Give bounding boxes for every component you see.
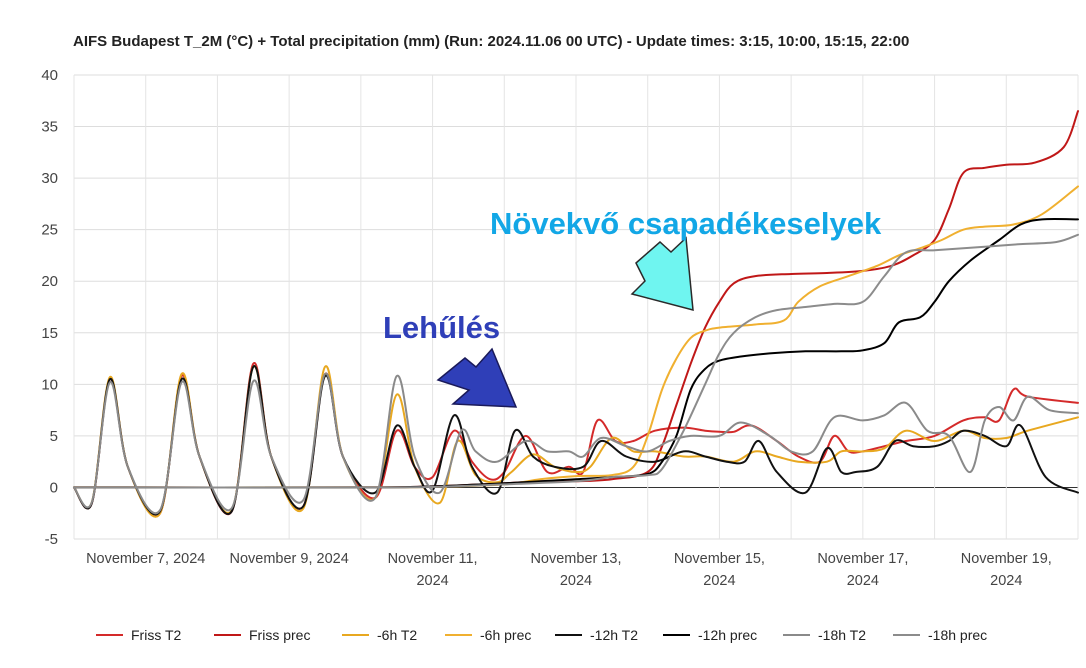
series-line-12h-t2 — [73, 365, 1079, 516]
x-tick-label: 2024 — [990, 573, 1022, 589]
legend-label-12h-prec: -12h prec — [698, 627, 757, 643]
x-tick-label: 2024 — [416, 573, 448, 589]
series-lines — [73, 110, 1079, 518]
series-line-18h-t2 — [73, 372, 1079, 515]
legend-label-friss-t2: Friss T2 — [131, 627, 182, 643]
y-tick-label: 20 — [41, 273, 58, 290]
x-tick-label: 2024 — [847, 573, 879, 589]
y-tick-label: 35 — [41, 119, 58, 136]
cooling-arrow — [436, 347, 518, 408]
y-tick-labels: -5 0 5 10 15 20 25 30 35 40 — [41, 67, 58, 548]
y-tick-label: 30 — [41, 170, 58, 187]
x-tick-label: November 9, 2024 — [229, 551, 348, 567]
x-tick-label: November 7, 2024 — [86, 551, 205, 567]
y-tick-label: 15 — [41, 325, 58, 342]
legend-label-6h-t2: -6h T2 — [377, 627, 417, 643]
x-tick-label: November 13, — [530, 551, 621, 567]
chart-title: AIFS Budapest T_2M (°C) + Total precipit… — [73, 33, 909, 50]
x-tick-label: November 19, — [961, 551, 1052, 567]
y-tick-label: 25 — [41, 222, 58, 239]
legend-label-12h-t2: -12h T2 — [590, 627, 638, 643]
x-tick-label: November 11, — [388, 551, 478, 567]
x-tick-label: November 15, — [674, 551, 765, 567]
x-tick-labels: November 7, 2024 November 9, 2024 November… — [86, 551, 1052, 589]
y-tick-label: 5 — [50, 428, 58, 445]
y-tick-label: 10 — [41, 376, 58, 393]
precip-arrow — [630, 236, 694, 311]
annotation-cooling: Lehűlés — [383, 310, 500, 345]
grid — [73, 74, 1079, 540]
legend-label-friss-prec: Friss prec — [249, 627, 310, 643]
legend: Friss T2 Friss prec -6h T2 -6h prec -12h T2 -… — [96, 627, 987, 643]
annotations: Lehűlés Növekvő csapadékeselyek — [383, 206, 882, 408]
x-tick-label: November 17, — [817, 551, 908, 567]
legend-label-18h-prec: -18h prec — [928, 627, 987, 643]
y-tick-label: 40 — [41, 67, 58, 84]
y-tick-label: 0 — [50, 479, 58, 496]
annotation-precip: Növekvő csapadékeselyek — [490, 206, 882, 241]
x-tick-label: 2024 — [560, 573, 592, 589]
legend-label-6h-prec: -6h prec — [480, 627, 531, 643]
y-tick-label: -5 — [45, 531, 58, 548]
series-line-18h-prec — [73, 233, 1079, 489]
series-line-12h-prec — [73, 218, 1079, 489]
legend-label-18h-t2: -18h T2 — [818, 627, 866, 643]
x-tick-label: 2024 — [703, 573, 735, 589]
